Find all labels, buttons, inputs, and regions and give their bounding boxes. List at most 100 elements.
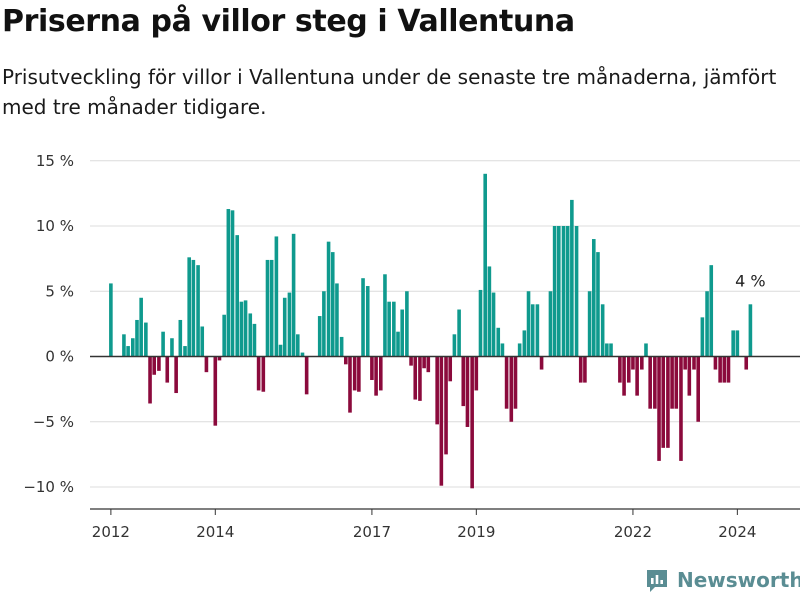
axes xyxy=(90,355,800,515)
chart-title: Priserna på villor steg i Vallentuna xyxy=(2,4,575,39)
bar xyxy=(626,356,631,383)
bar xyxy=(596,252,600,357)
bar xyxy=(631,356,635,370)
y-tick-label: −10 % xyxy=(23,478,74,496)
x-tick-label: 2024 xyxy=(718,523,756,541)
bar xyxy=(461,356,466,407)
bar xyxy=(152,356,157,375)
bar xyxy=(735,330,740,357)
bar xyxy=(679,356,683,461)
bar xyxy=(213,356,218,426)
bar xyxy=(709,265,714,357)
bar xyxy=(526,291,531,357)
bar xyxy=(465,356,470,427)
bar xyxy=(204,356,209,373)
brand-name: Newsworthy xyxy=(677,568,800,592)
bar xyxy=(666,356,670,448)
bar xyxy=(135,319,139,357)
bar xyxy=(713,356,718,370)
bar xyxy=(748,304,753,357)
bar xyxy=(591,239,596,357)
bar xyxy=(157,356,161,371)
bar xyxy=(139,297,143,357)
bar xyxy=(522,330,527,357)
bar xyxy=(339,336,344,357)
bar xyxy=(653,356,657,409)
bar xyxy=(731,330,735,357)
newsworthy-logo[interactable]: Newsworthy xyxy=(644,567,800,593)
bar xyxy=(496,327,501,357)
bar xyxy=(470,356,474,489)
bar xyxy=(548,291,553,357)
bar xyxy=(674,356,679,409)
bar xyxy=(513,356,518,409)
bar xyxy=(148,356,152,404)
bar xyxy=(444,356,448,455)
x-tick-label: 2022 xyxy=(614,523,652,541)
x-tick-label: 2017 xyxy=(353,523,391,541)
bar xyxy=(230,210,235,357)
bar-chart: 15 % 10 % 5 % 0 % −5 % −10 % 2012 2014 2017 2019 2… xyxy=(23,152,800,541)
bar xyxy=(243,300,248,357)
bar xyxy=(396,331,400,357)
bar xyxy=(374,356,378,396)
bar xyxy=(448,356,453,382)
bar xyxy=(487,266,492,357)
bar xyxy=(561,226,566,357)
bar xyxy=(170,338,174,357)
bar xyxy=(226,209,231,357)
bar xyxy=(605,343,609,357)
bar xyxy=(683,356,687,370)
bar xyxy=(574,226,579,357)
y-tick-label: 10 % xyxy=(36,217,74,235)
bar xyxy=(178,319,183,357)
bar xyxy=(491,292,496,357)
bar xyxy=(726,356,731,383)
bar xyxy=(161,331,165,357)
bar xyxy=(500,343,505,357)
bar xyxy=(361,278,365,357)
x-tick-label: 2012 xyxy=(92,523,130,541)
bar xyxy=(452,334,457,357)
bar xyxy=(622,356,626,396)
bar xyxy=(687,356,692,396)
bar xyxy=(261,356,266,392)
bar xyxy=(291,233,296,357)
bar xyxy=(174,356,178,394)
y-tick-label: −5 % xyxy=(33,413,74,431)
bar xyxy=(700,317,705,357)
bar xyxy=(657,356,661,461)
bar xyxy=(304,356,309,395)
x-tick-label: 2014 xyxy=(196,523,234,541)
bar xyxy=(435,356,439,425)
bar xyxy=(131,338,135,357)
x-tick-label: 2019 xyxy=(457,523,495,541)
bar xyxy=(378,356,383,391)
bar xyxy=(474,356,479,391)
y-tick-label: 15 % xyxy=(36,152,74,170)
bar xyxy=(439,356,444,486)
bar xyxy=(696,356,700,422)
bar xyxy=(392,301,396,357)
bar xyxy=(635,356,639,396)
bar xyxy=(278,344,283,357)
bar xyxy=(352,356,357,391)
bar xyxy=(326,241,331,357)
bar xyxy=(370,356,374,380)
bar xyxy=(357,356,361,392)
bar xyxy=(335,283,339,357)
bar xyxy=(565,226,570,357)
bar xyxy=(187,257,191,357)
bar xyxy=(300,352,305,357)
bar xyxy=(235,235,240,357)
bar xyxy=(530,304,535,357)
bar xyxy=(400,309,404,357)
bar xyxy=(539,356,544,370)
bar xyxy=(282,297,287,357)
bar xyxy=(265,259,270,357)
bar xyxy=(109,283,113,357)
latest-value-label: 4 % xyxy=(735,271,765,290)
bar xyxy=(583,356,587,383)
bar xyxy=(718,356,722,383)
bar xyxy=(509,356,514,422)
